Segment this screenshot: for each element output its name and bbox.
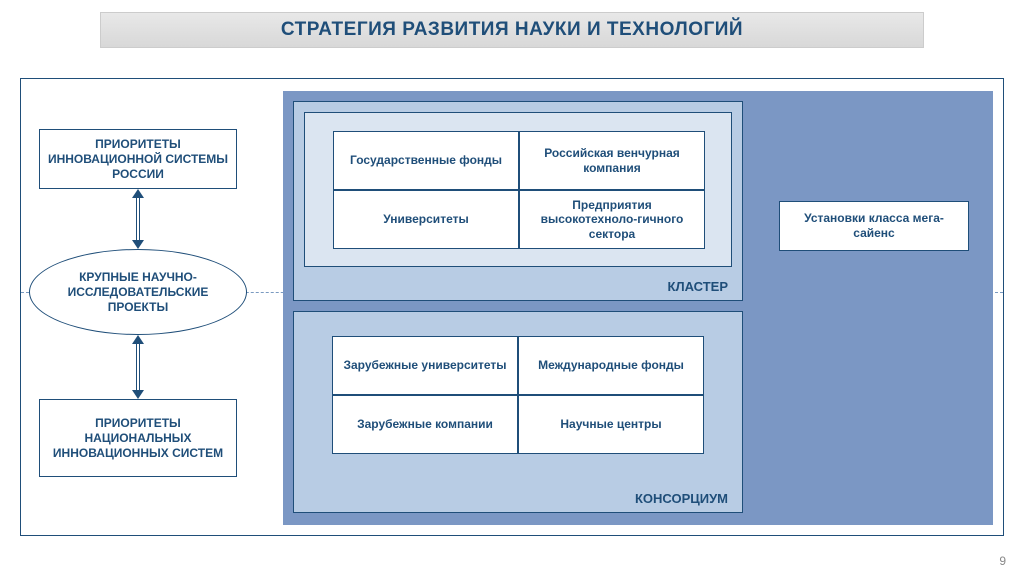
page-number: 9 <box>999 554 1006 568</box>
box-priorities-russia: ПРИОРИТЕТЫ ИННОВАЦИОННОЙ СИСТЕМЫ РОССИИ <box>39 129 237 189</box>
consortium-label: КОНСОРЦИУМ <box>635 491 728 506</box>
box-priorities-national: ПРИОРИТЕТЫ НАЦИОНАЛЬНЫХ ИННОВАЦИОННЫХ СИ… <box>39 399 237 477</box>
consortium-grid: Зарубежные университеты Международные фо… <box>332 336 704 454</box>
cluster-cell: Государственные фонды <box>333 131 519 190</box>
cluster-cell: Российская венчурная компания <box>519 131 705 190</box>
cluster-cell: Предприятия высокотехноло-гичного сектор… <box>519 190 705 249</box>
double-arrow-2 <box>134 335 142 399</box>
cluster-cell: Университеты <box>333 190 519 249</box>
ellipse-projects: КРУПНЫЕ НАУЧНО-ИССЛЕДОВАТЕЛЬСКИЕ ПРОЕКТЫ <box>29 249 247 335</box>
cluster-inner: Государственные фонды Российская венчурн… <box>304 112 732 267</box>
main-panel: Государственные фонды Российская венчурн… <box>283 91 993 525</box>
cluster-label: КЛАСТЕР <box>668 279 728 294</box>
cluster-grid: Государственные фонды Российская венчурн… <box>333 131 705 249</box>
diagram-frame: ПРИОРИТЕТЫ ИННОВАЦИОННОЙ СИСТЕМЫ РОССИИ … <box>20 78 1004 536</box>
consortium-cell: Зарубежные университеты <box>332 336 518 395</box>
consortium-cell: Зарубежные компании <box>332 395 518 454</box>
consortium-cell: Научные центры <box>518 395 704 454</box>
page-title: СТРАТЕГИЯ РАЗВИТИЯ НАУКИ И ТЕХНОЛОГИЙ <box>100 12 924 48</box>
double-arrow-1 <box>134 189 142 249</box>
box-mega-science: Установки класса мега-сайенс <box>779 201 969 251</box>
consortium-container: Зарубежные университеты Международные фо… <box>293 311 743 513</box>
cluster-container: Государственные фонды Российская венчурн… <box>293 101 743 301</box>
consortium-cell: Международные фонды <box>518 336 704 395</box>
